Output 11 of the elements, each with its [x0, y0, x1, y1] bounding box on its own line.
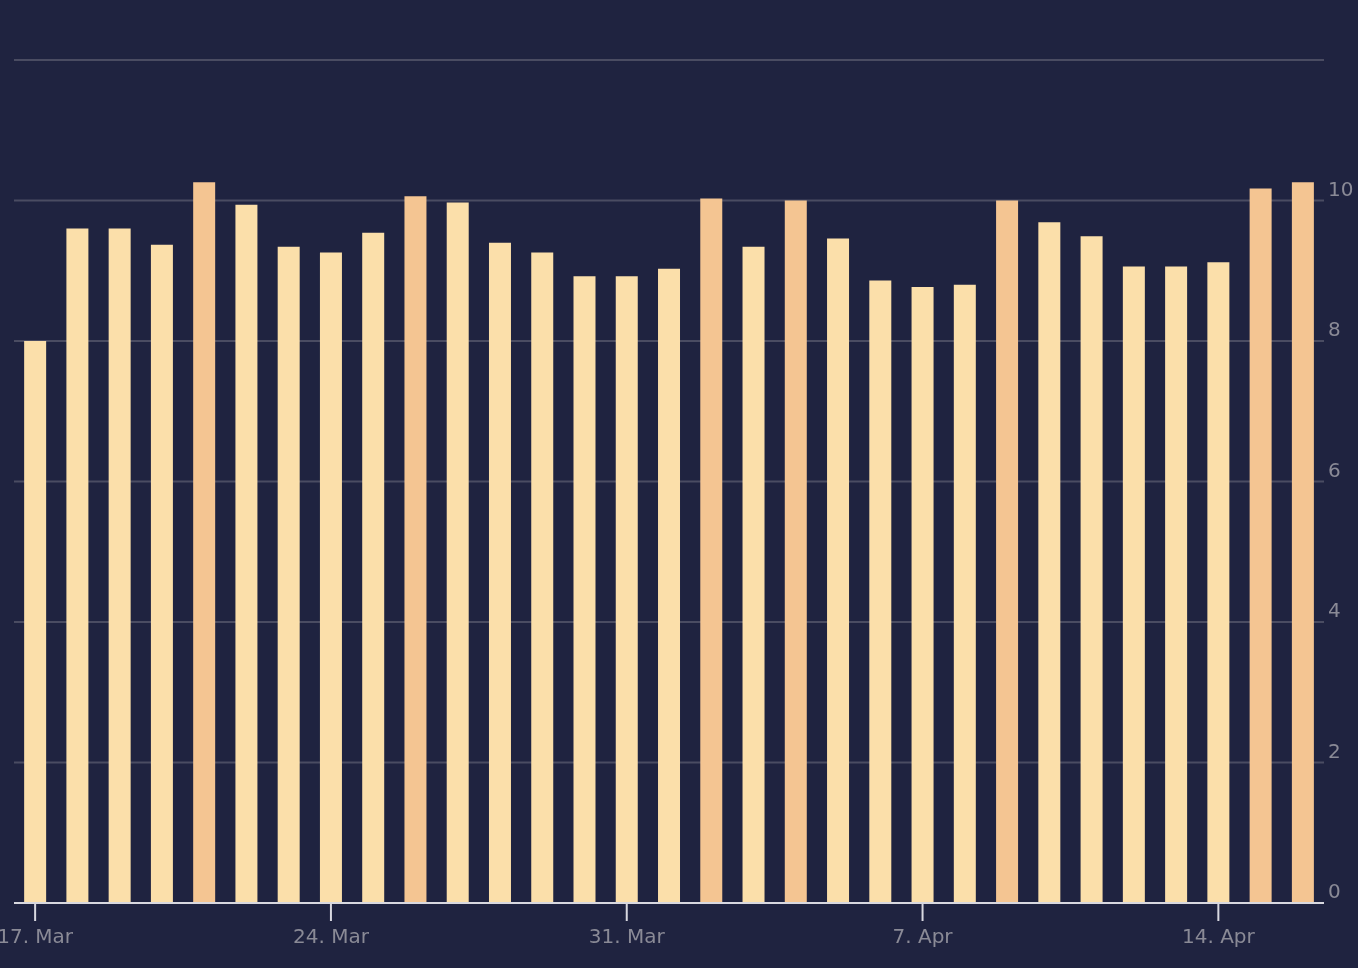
x-tick-label: 17. Mar — [0, 924, 74, 948]
y-tick-label: 6 — [1328, 457, 1341, 482]
x-tick-label: 24. Mar — [292, 924, 370, 948]
x-tick-label: 14. Apr — [1181, 924, 1256, 948]
x-tick-label: 31. Mar — [588, 924, 666, 948]
y-tick-label: 2 — [1328, 738, 1341, 763]
y-tick-label: 0 — [1328, 879, 1341, 904]
x-tick-label: 7. Apr — [892, 924, 954, 948]
y-tick-label: 8 — [1328, 317, 1341, 342]
y-tick-label: 4 — [1328, 598, 1341, 623]
y-tick-label: 10 — [1328, 176, 1354, 201]
